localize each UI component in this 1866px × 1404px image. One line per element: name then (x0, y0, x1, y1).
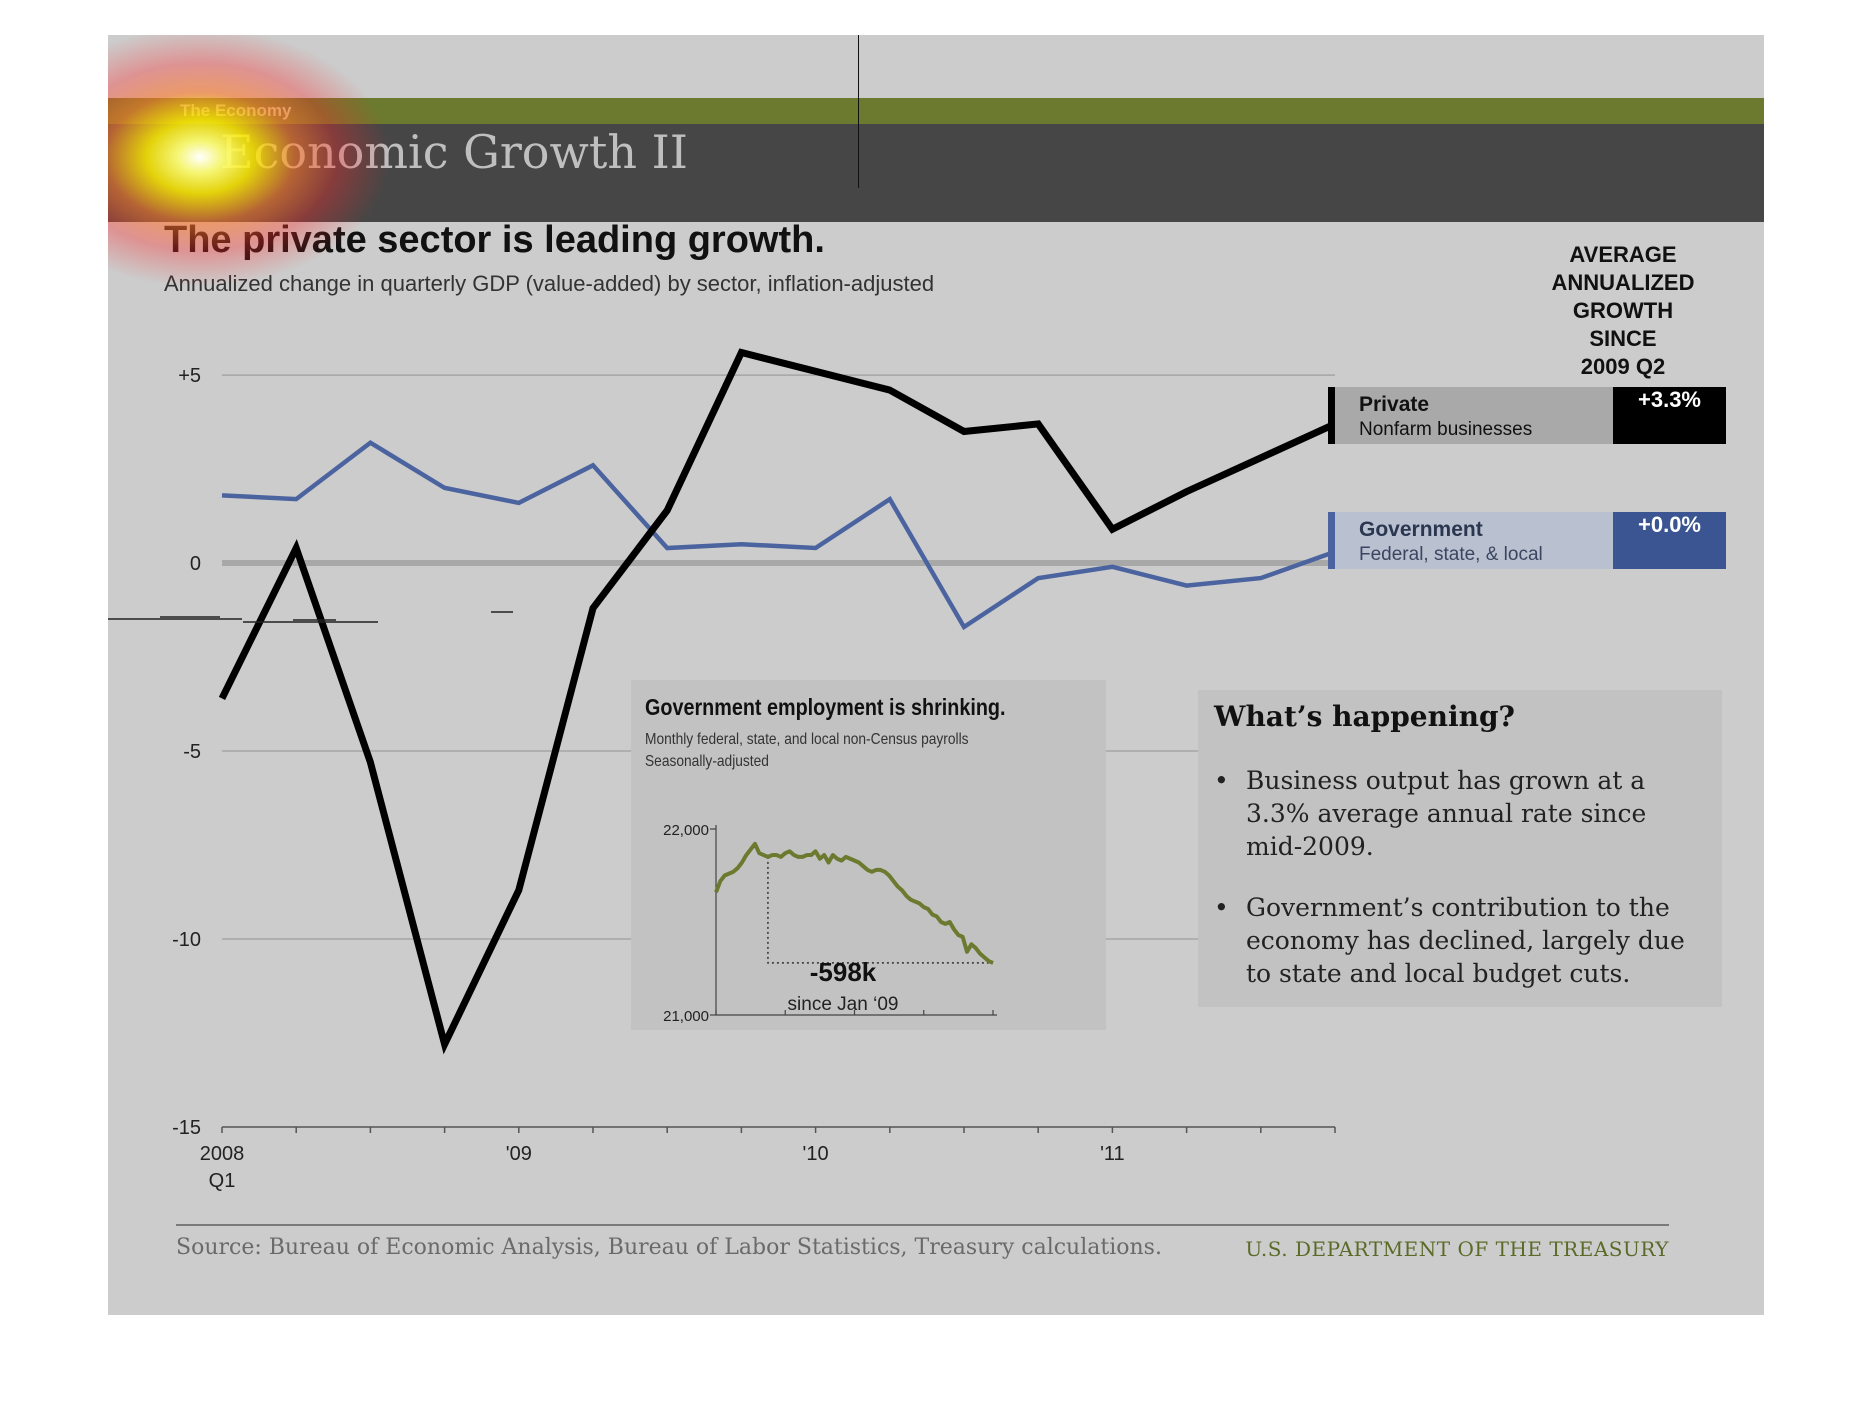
stray-marks (108, 611, 513, 623)
average-growth-heading-line: ANNUALIZED (1551, 270, 1695, 295)
list-item-text: Business output has grown at a 3.3% aver… (1246, 766, 1647, 861)
inset-annotation-text: since Jan ‘09 (788, 994, 899, 1015)
x-tick-label: '10 (803, 1143, 829, 1165)
y-tick-label: -10 (172, 929, 201, 951)
average-growth-heading-line: SINCE (1589, 326, 1657, 351)
list-item-text: Government’s contribution to the economy… (1246, 893, 1685, 988)
legend-government-name: Government (1359, 518, 1483, 541)
inset-subtitle: Monthly federal, state, and local non-Ce… (645, 731, 969, 748)
inset-subtitle-adjusted: Seasonally-adjusted (645, 753, 769, 770)
bullet-icon: • (1214, 893, 1229, 922)
footer-divider (176, 1224, 1669, 1226)
y-tick-label: -5 (183, 741, 201, 763)
x-tick-label: '11 (1100, 1143, 1125, 1165)
slide: The Economy Economic Growth II The priva… (108, 35, 1764, 1315)
legend-private-desc: Nonfarm businesses (1359, 419, 1533, 440)
series-government-line (221, 440, 1336, 631)
treasury-wordmark: U.S. DEPARTMENT OF THE TREASURY (1245, 1237, 1669, 1261)
inset-y-tick-label: 21,000 (663, 1008, 709, 1025)
legend-private-name: Private (1359, 393, 1430, 416)
header-divider-line (858, 35, 859, 188)
whats-happening-title: What’s happening? (1214, 700, 1515, 733)
x-tick-label: 2008 (200, 1143, 245, 1165)
x-tick-sublabel: Q1 (209, 1170, 236, 1192)
average-growth-heading-line: 2009 Q2 (1580, 354, 1666, 379)
gdp-growth-chart: +5 0 -5 -10 -15 2008 Q1 '09 '10 '11 (172, 348, 1337, 1192)
list-item: • Business output has grown at a 3.3% av… (1198, 764, 1722, 863)
legend-government-desc: Federal, state, & local (1359, 544, 1543, 565)
average-growth-heading-line: AVERAGE (1569, 242, 1677, 267)
list-item: • Government’s contribution to the econo… (1198, 891, 1722, 990)
inset-x-tick-label: Jan 2012 (962, 1027, 1024, 1030)
x-tick-label: '09 (506, 1143, 532, 1165)
whats-happening-list: • Business output has grown at a 3.3% av… (1198, 764, 1722, 1018)
inset-change-bracket (767, 856, 993, 964)
y-tick-label: -15 (172, 1117, 201, 1139)
series-private-line (218, 348, 1337, 1055)
average-growth-heading-line: GROWTH (1572, 298, 1674, 323)
average-growth-heading: AVERAGE ANNUALIZED GROWTH SINCE 2009 Q2 (1538, 241, 1708, 381)
legend-government-value: +0.0% (1613, 512, 1726, 569)
whats-happening-panel: What’s happening? • Business output has … (1198, 690, 1722, 1007)
inset-x-tick-label: Jan 2008 (685, 1027, 747, 1030)
inset-title: Government employment is shrinking. (645, 694, 1006, 720)
source-note: Source: Bureau of Economic Analysis, Bur… (176, 1235, 1162, 1260)
inset-series-line (714, 841, 994, 965)
y-tick-label: 0 (190, 553, 201, 575)
legend-government: Government Federal, state, & local +0.0% (1328, 512, 1726, 569)
y-tick-label: +5 (178, 365, 201, 387)
inset-employment-chart: 22,000 21,000 Jan 2008 Jan 2012 -598k since J… (663, 822, 1024, 1030)
legend-private: Private Nonfarm businesses +3.3% (1328, 387, 1726, 444)
inset-employment-panel: Government employment is shrinking. Mont… (631, 680, 1106, 1030)
legend-private-value: +3.3% (1613, 387, 1726, 444)
bullet-icon: • (1214, 766, 1229, 795)
inset-annotation-value: -598k (810, 957, 877, 987)
inset-y-tick-label: 22,000 (663, 822, 709, 839)
